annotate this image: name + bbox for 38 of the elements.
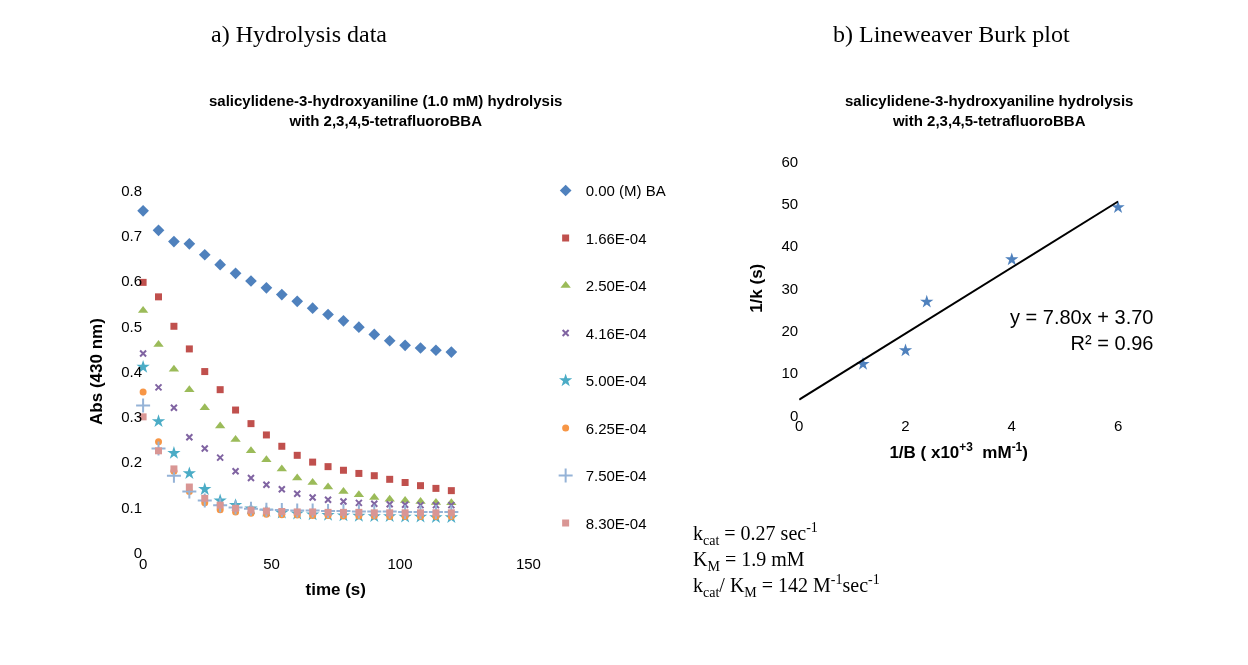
legend-label: 7.50E-04 — [585, 467, 647, 485]
legend-label: 8.30E-04 — [585, 514, 647, 532]
y-axis-title: Abs (430 nm) — [86, 318, 106, 425]
y-tick-label: 0.8 — [121, 181, 143, 199]
legend-label: 0.00 (M) BA — [585, 182, 666, 200]
y-tick-label: 60 — [781, 152, 799, 170]
x-tick-label: 4 — [1007, 417, 1016, 435]
y-tick-label: 0.2 — [121, 453, 143, 471]
x-axis-title: time (s) — [305, 580, 366, 600]
y-tick-label: 0.1 — [121, 498, 143, 516]
y-tick-label: 50 — [781, 194, 799, 212]
legend-label: 2.50E-04 — [585, 277, 647, 295]
legend-label: 4.16E-04 — [585, 324, 647, 342]
text: k$_{cat}$ = 0.27 sec$^{-1}$ K$_{M}$ = 1.9 mM k$_{cat}$/ K$_{M}$ = 142 M$^{-1}$sec$^{-1}$ — [693, 520, 880, 600]
chart-subtitle: salicylidene-3-hydroxyaniline (1.0 mM) hydrolysis with 2,3,4,5-tetrafluoroBBA — [209, 92, 563, 129]
y-tick-label: 0.4 — [121, 362, 143, 380]
x-tick-label: 150 — [515, 554, 541, 572]
y-tick-label: 0.3 — [121, 408, 143, 426]
y-tick-label: 40 — [781, 237, 799, 255]
chart-title: a) Hydrolysis data — [211, 21, 388, 47]
annotation: y = 7.80x + 3.70 R² = 0.96 — [1010, 306, 1154, 354]
x-tick-label: 100 — [387, 554, 413, 572]
y-tick-label: 30 — [781, 279, 799, 297]
y-tick-label: 0.6 — [121, 272, 143, 290]
x-tick-label: 6 — [1113, 417, 1123, 435]
y-tick-label: 20 — [781, 321, 799, 339]
x-tick-label: 2 — [901, 417, 910, 435]
y-tick-label: 10 — [781, 364, 799, 382]
y-axis-title: 1/k (s) — [747, 263, 767, 313]
legend-label: 5.00E-04 — [585, 372, 647, 390]
x-tick-label: 50 — [263, 554, 280, 572]
y-tick-label: 0.7 — [121, 226, 143, 244]
x-axis-title: 1/B ( x10$^{+3}$ mM$^{-1}$) — [889, 439, 1028, 462]
legend-label: 1.66E-04 — [585, 229, 647, 247]
legend-label: 6.25E-04 — [585, 419, 647, 437]
y-tick-label: 0.5 — [121, 317, 143, 335]
chart-subtitle: salicylidene-3-hydroxyaniline hydrolysis with 2,3,4,5-tetrafluoroBBA — [845, 92, 1134, 129]
chart-title: b) Lineweaver Burk plot — [833, 21, 1070, 47]
